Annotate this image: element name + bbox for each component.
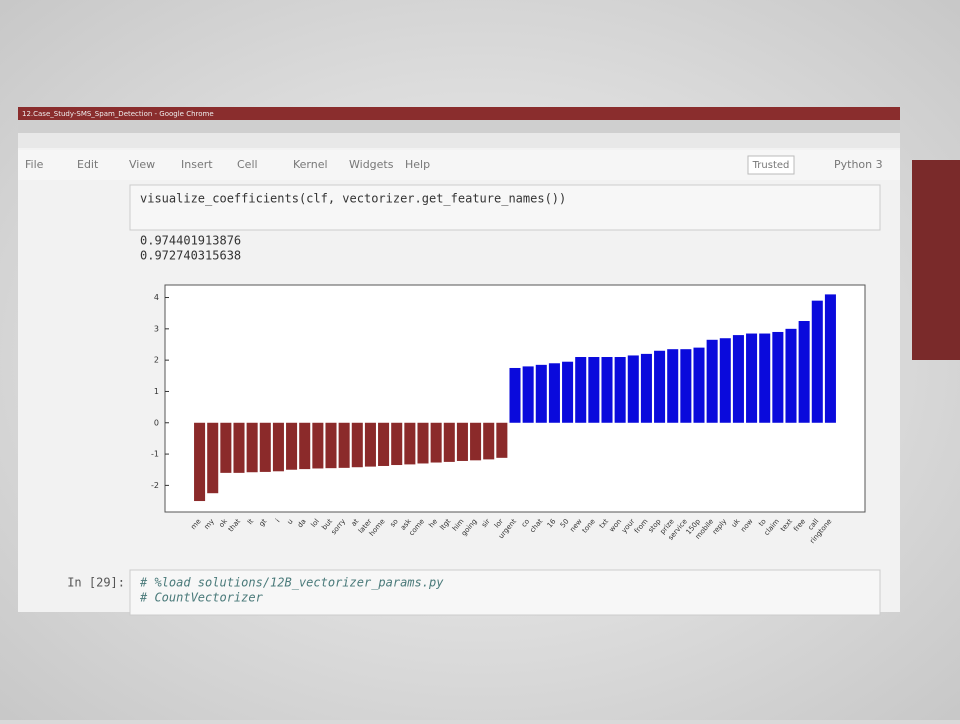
bar	[640, 353, 652, 423]
bar	[364, 422, 376, 467]
y-tick-label: 3	[154, 324, 159, 333]
bar	[759, 333, 771, 423]
x-tick-label: to	[757, 517, 768, 528]
bar	[496, 422, 508, 458]
bar	[246, 422, 258, 473]
x-tick-label: i	[274, 517, 281, 524]
menu-item: Widgets	[349, 158, 394, 171]
code-cell[interactable]	[129, 184, 881, 231]
bar	[404, 422, 416, 465]
bar	[207, 422, 219, 494]
address-bar	[18, 133, 900, 148]
x-tick-label: he	[427, 517, 439, 529]
bar	[811, 300, 823, 423]
menu-item: View	[129, 158, 155, 171]
menu-item: Insert	[181, 158, 213, 171]
output-line: 0.974401913876	[140, 234, 241, 248]
code: visualize_coefficients(clf, vectorizer.g…	[140, 192, 566, 206]
bar	[824, 294, 836, 423]
y-tick-label: 1	[154, 387, 159, 396]
bar	[785, 328, 797, 423]
menu-item: Kernel	[293, 158, 328, 171]
bar	[220, 422, 232, 473]
code-comment: # CountVectorizer	[139, 591, 264, 605]
bar	[430, 422, 442, 463]
trusted-badge[interactable]	[747, 155, 795, 175]
bar	[667, 349, 679, 423]
y-tick-label: -1	[151, 450, 159, 459]
menu-item: Edit	[77, 158, 99, 171]
tab-strip	[18, 120, 900, 133]
x-tick-label: lt	[246, 517, 255, 526]
bar	[259, 422, 271, 472]
menu-item: Cell	[237, 158, 258, 171]
bar	[654, 350, 666, 423]
bar	[522, 366, 534, 423]
bar	[443, 422, 455, 462]
bar	[272, 422, 284, 472]
bar	[588, 357, 600, 423]
y-tick-label: 4	[154, 293, 159, 302]
bar	[417, 422, 429, 464]
side-window	[912, 160, 960, 360]
x-tick-label: gt	[258, 517, 269, 528]
menu: File Edit View Insert Cell Kernel Widgets Help	[25, 158, 430, 171]
bar	[614, 357, 626, 423]
bar	[719, 338, 731, 423]
x-tick-label: co	[520, 517, 531, 528]
bar	[798, 321, 810, 423]
bar	[299, 422, 311, 470]
bar	[693, 347, 705, 423]
bar	[351, 422, 363, 468]
bar	[325, 422, 337, 469]
bar	[312, 422, 324, 469]
bar	[627, 355, 639, 423]
x-tick-label: u	[286, 517, 295, 526]
x-tick-label: 50	[559, 517, 571, 529]
y-tick-label: -2	[151, 481, 159, 490]
y-tick-label: 0	[154, 418, 159, 427]
bar	[746, 333, 758, 423]
bar	[575, 357, 587, 423]
title-bar	[18, 107, 900, 120]
menu-item: Help	[405, 158, 430, 171]
bar	[548, 363, 560, 423]
code-cell[interactable]	[129, 569, 881, 616]
output-line: 0.972740315638	[140, 249, 241, 263]
kernel-name: Python 3	[834, 158, 883, 171]
bar	[772, 331, 784, 423]
x-tick-label: sir	[480, 517, 492, 529]
bar	[470, 422, 482, 461]
bar	[562, 361, 574, 423]
bar	[706, 339, 718, 423]
bar	[535, 364, 547, 423]
bar	[233, 422, 245, 473]
bar	[680, 349, 692, 423]
x-tick-label: da	[296, 517, 308, 529]
x-tick-label: lol	[310, 517, 321, 528]
bar	[509, 367, 521, 423]
bar	[194, 422, 206, 502]
bar	[732, 335, 744, 423]
prompt: In [29]:	[67, 576, 125, 590]
code-comment: # %load solutions/12B_vectorizer_params.…	[139, 576, 444, 590]
bar	[601, 357, 613, 423]
menu-item: File	[25, 158, 44, 171]
bar	[286, 422, 298, 470]
bar	[391, 422, 403, 466]
x-tick-label: at	[350, 517, 361, 528]
bar	[338, 422, 350, 468]
bar	[483, 422, 495, 460]
x-tick-label: so	[389, 517, 400, 528]
bar	[378, 422, 390, 466]
trusted: Trusted	[752, 160, 790, 171]
window-title: 12.Case_Study-SMS_Spam_Detection - Googl…	[22, 110, 214, 118]
bar	[456, 422, 468, 461]
y-tick-label: 2	[154, 356, 159, 365]
